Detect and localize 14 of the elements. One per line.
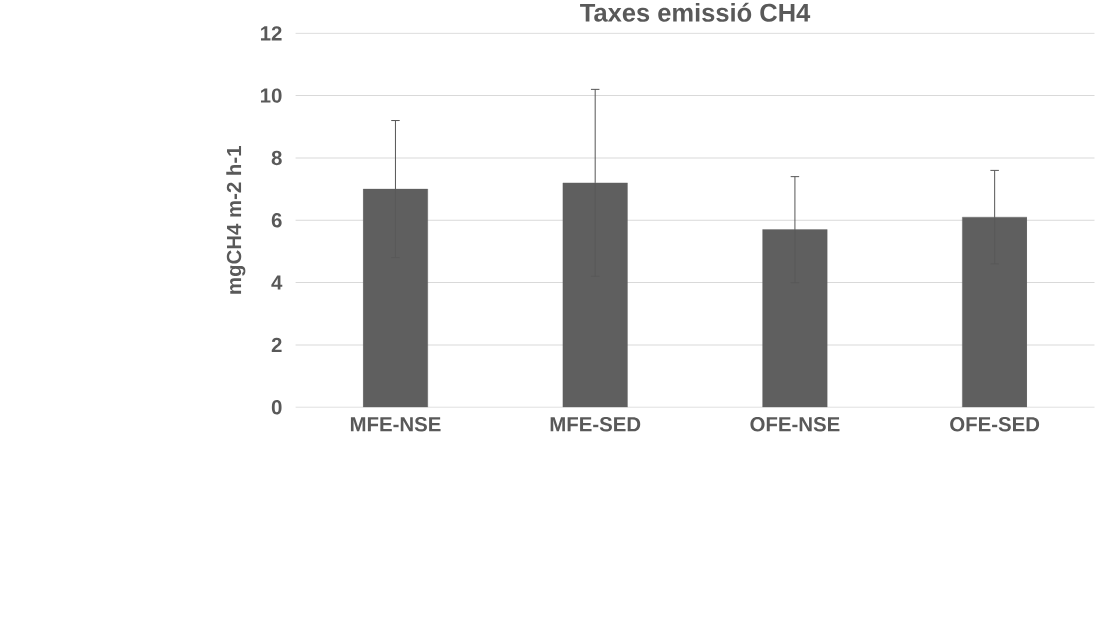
x-tick-label: MFE-SED xyxy=(550,416,641,432)
y-tick-label: 4 xyxy=(271,275,283,290)
x-tick-label: MFE-NSE xyxy=(350,416,441,432)
y-tick-label: 0 xyxy=(271,399,282,415)
y-tick-label: 10 xyxy=(260,88,282,103)
y-axis-title: mgCH4 m-2 h-1 xyxy=(226,145,246,294)
x-tick-label: OFE-NSE xyxy=(750,416,840,432)
x-tick-label: OFE-SED xyxy=(950,416,1040,432)
y-tick-label: 12 xyxy=(260,26,282,41)
y-tick-label: 8 xyxy=(271,150,282,166)
chart-title: Taxes emissió CH4 xyxy=(580,2,811,22)
y-tick-label: 6 xyxy=(271,212,282,228)
y-tick-label: 2 xyxy=(271,337,282,352)
bar xyxy=(562,182,628,408)
